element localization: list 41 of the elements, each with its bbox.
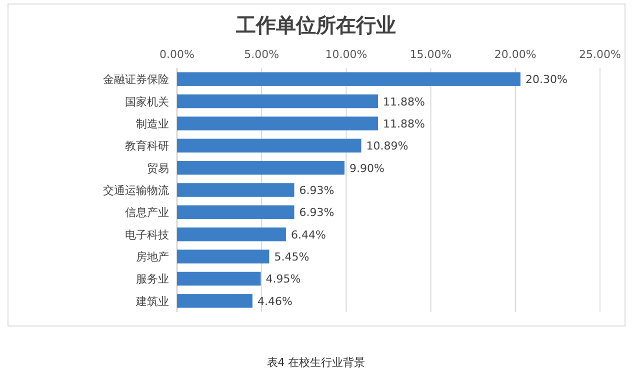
y-tick-label: 教育科研 xyxy=(125,140,169,153)
y-tick-label: 制造业 xyxy=(136,117,169,130)
y-tick-label: 建筑业 xyxy=(135,294,169,308)
bar xyxy=(177,94,378,108)
data-label: 11.88% xyxy=(383,117,425,130)
bar xyxy=(177,250,270,264)
y-tick-label: 国家机关 xyxy=(125,95,169,108)
y-tick-label: 金融证券保险 xyxy=(103,73,169,86)
x-tick-label: 20.00% xyxy=(494,48,536,61)
x-tick-label: 25.00% xyxy=(579,48,621,61)
y-tick-label: 贸易 xyxy=(147,162,169,175)
data-label: 9.90% xyxy=(350,162,384,175)
text: 表4 在校生行业背景 xyxy=(266,356,366,369)
bar xyxy=(177,205,294,220)
bar xyxy=(177,227,286,242)
data-label: 5.45% xyxy=(274,250,310,264)
data-label: 10.89% xyxy=(366,140,408,153)
x-tick-label: 0.00% xyxy=(160,48,194,61)
bar xyxy=(177,72,520,86)
x-tick-label: 5.00% xyxy=(244,48,280,61)
y-tick-label: 房地产 xyxy=(136,250,169,264)
chart-title: 工作单位所在行业 xyxy=(235,13,396,37)
bar xyxy=(177,272,261,286)
bar xyxy=(177,160,345,175)
data-label: 4.95% xyxy=(266,272,301,286)
data-label: 6.93% xyxy=(299,184,334,197)
y-tick-label: 电子科技 xyxy=(125,228,169,242)
y-tick-label: 交通运输物流 xyxy=(103,184,169,197)
data-label: 4.46% xyxy=(257,294,292,308)
bar xyxy=(177,138,362,153)
data-label: 6.93% xyxy=(299,206,334,220)
y-tick-label: 信息产业 xyxy=(125,206,169,220)
bar xyxy=(177,116,378,130)
y-tick-label: 服务业 xyxy=(136,272,169,286)
bar xyxy=(177,294,252,308)
data-label: 6.44% xyxy=(290,228,326,242)
x-tick-label: 15.00% xyxy=(410,48,452,61)
data-label: 20.30% xyxy=(525,73,568,86)
x-tick-label: 10.00% xyxy=(325,48,368,61)
data-label: 11.88% xyxy=(383,95,425,108)
bar xyxy=(177,183,294,197)
